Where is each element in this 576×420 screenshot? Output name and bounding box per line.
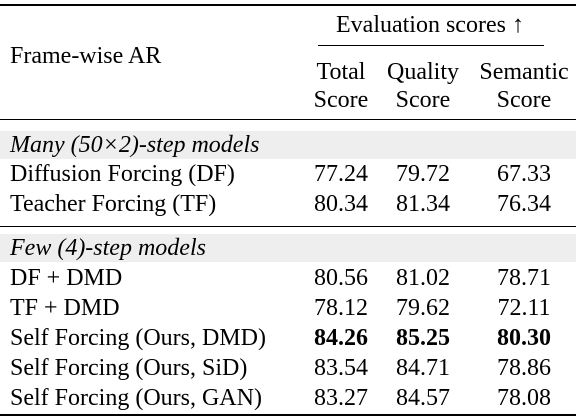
- semantic-score: 72.11: [497, 295, 551, 321]
- semantic-score: 80.30: [497, 325, 551, 351]
- semantic-score: 67.33: [497, 161, 551, 187]
- row-label: Self Forcing (Ours, GAN): [10, 385, 262, 411]
- top-rule: [0, 4, 576, 6]
- group-header: Evaluation scores ↑: [336, 12, 524, 38]
- semantic-score: 78.08: [497, 385, 551, 411]
- header-rule: [0, 119, 576, 120]
- total-score: 78.12: [314, 295, 368, 321]
- col-header-quality-line2: Score: [395, 87, 451, 113]
- quality-score: 79.62: [396, 295, 450, 321]
- col-header-total-line2: Score: [313, 87, 369, 113]
- group-header-underline: [318, 45, 544, 46]
- section-band: [0, 234, 576, 262]
- col-header-semantic-line1: Semantic: [479, 59, 569, 85]
- section-rule: [0, 226, 576, 227]
- row-header-title: Frame-wise AR: [10, 43, 162, 69]
- col-header-total-line1: Total: [316, 59, 366, 85]
- section-title: Many (50×2)-step models: [10, 132, 260, 158]
- col-header-quality-line1: Quality: [387, 59, 459, 85]
- section-title: Few (4)-step models: [10, 235, 206, 261]
- quality-score: 84.71: [396, 355, 450, 381]
- total-score: 80.34: [314, 191, 368, 217]
- semantic-score: 78.86: [497, 355, 551, 381]
- total-score: 83.54: [314, 355, 368, 381]
- section-band: [0, 131, 576, 159]
- quality-score: 85.25: [396, 325, 450, 351]
- row-label: Diffusion Forcing (DF): [10, 161, 235, 187]
- total-score: 84.26: [314, 325, 368, 351]
- row-label: Self Forcing (Ours, DMD): [10, 325, 266, 351]
- semantic-score: 76.34: [497, 191, 551, 217]
- quality-score: 84.57: [396, 385, 450, 411]
- row-label: Self Forcing (Ours, SiD): [10, 355, 248, 381]
- quality-score: 81.34: [396, 191, 450, 217]
- total-score: 80.56: [314, 265, 368, 291]
- quality-score: 81.02: [396, 265, 450, 291]
- row-label: Teacher Forcing (TF): [10, 191, 217, 217]
- row-label: DF + DMD: [10, 265, 123, 291]
- total-score: 83.27: [314, 385, 368, 411]
- bottom-rule: [0, 414, 576, 416]
- total-score: 77.24: [314, 161, 368, 187]
- row-label: TF + DMD: [10, 295, 120, 321]
- quality-score: 79.72: [396, 161, 450, 187]
- col-header-semantic-line2: Score: [496, 87, 552, 113]
- semantic-score: 78.71: [497, 265, 551, 291]
